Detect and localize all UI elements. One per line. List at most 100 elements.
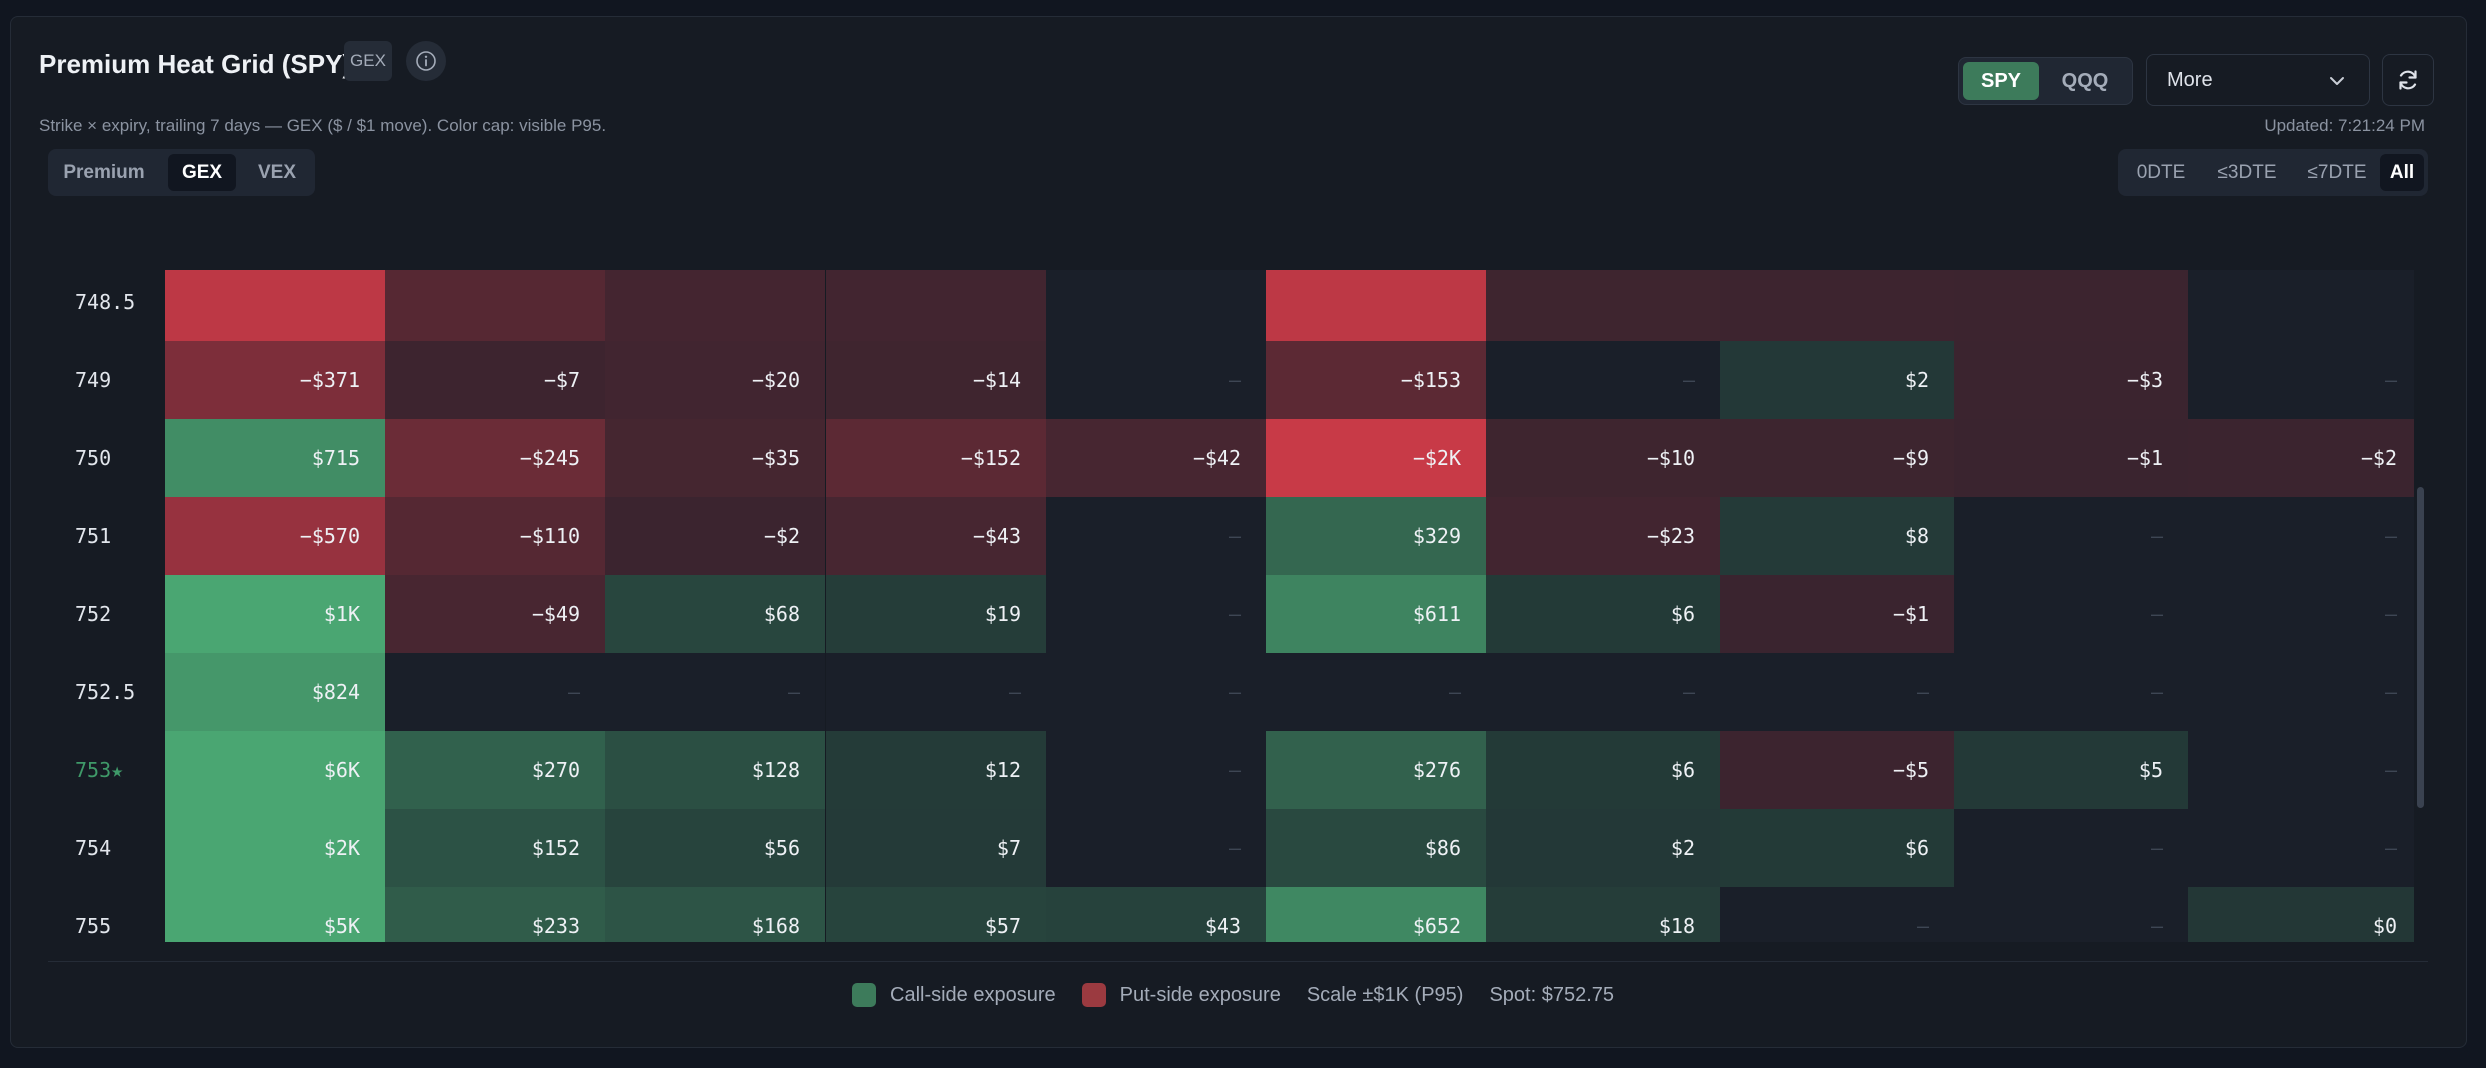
grid-cell[interactable]: $12 [826, 731, 1046, 809]
grid-cell[interactable]: $652 [1266, 887, 1486, 942]
grid-cell[interactable]: — [826, 653, 1046, 731]
grid-cell[interactable] [2188, 270, 2414, 341]
ticker-spy-button[interactable]: SPY [1963, 62, 2039, 100]
tab-7dte[interactable]: ≤7DTE [2307, 161, 2367, 183]
grid-cell[interactable]: — [1954, 497, 2188, 575]
grid-cell[interactable]: −$43 [826, 497, 1046, 575]
grid-cell[interactable]: $19 [826, 575, 1046, 653]
grid-cell[interactable]: $56 [605, 809, 825, 887]
grid-cell[interactable]: — [1486, 341, 1720, 419]
grid-cell[interactable]: $152 [385, 809, 605, 887]
grid-cell[interactable]: — [2188, 341, 2414, 419]
grid-cell[interactable]: $168 [605, 887, 825, 942]
grid-cell[interactable] [605, 270, 825, 341]
grid-cell[interactable]: $1K [165, 575, 385, 653]
grid-cell[interactable]: — [1954, 575, 2188, 653]
grid-cell[interactable]: $6 [1486, 575, 1720, 653]
grid-cell[interactable]: $0 [2188, 887, 2414, 942]
tab-vex[interactable]: VEX [257, 161, 297, 183]
grid-cell[interactable]: $86 [1266, 809, 1486, 887]
grid-cell[interactable]: −$110 [385, 497, 605, 575]
grid-cell[interactable]: — [1954, 809, 2188, 887]
grid-scrollbar-thumb[interactable] [2417, 487, 2424, 808]
grid-cell[interactable]: −$10 [1486, 419, 1720, 497]
grid-cell[interactable]: $824 [165, 653, 385, 731]
more-select[interactable]: More [2146, 54, 2370, 106]
grid-cell[interactable]: $5 [1954, 731, 2188, 809]
grid-cell[interactable] [1954, 270, 2188, 341]
grid-cell[interactable]: — [605, 653, 825, 731]
grid-cell[interactable]: −$7 [385, 341, 605, 419]
grid-cell[interactable]: $233 [385, 887, 605, 942]
grid-cell[interactable]: $43 [1046, 887, 1266, 942]
grid-cell[interactable]: — [1046, 575, 1266, 653]
grid-cell[interactable]: $329 [1266, 497, 1486, 575]
grid-cell[interactable]: −$371 [165, 341, 385, 419]
grid-cell[interactable] [385, 270, 605, 341]
grid-cell[interactable]: −$2K [1266, 419, 1486, 497]
grid-cell[interactable]: −$152 [826, 419, 1046, 497]
grid-cell[interactable]: −$153 [1266, 341, 1486, 419]
grid-cell[interactable]: −$245 [385, 419, 605, 497]
grid-cell[interactable]: — [1046, 341, 1266, 419]
grid-cell[interactable]: −$2 [2188, 419, 2414, 497]
grid-cell[interactable]: −$23 [1486, 497, 1720, 575]
grid-cell[interactable]: — [1046, 653, 1266, 731]
grid-cell[interactable] [1720, 270, 1954, 341]
grid-cell[interactable]: — [1954, 887, 2188, 942]
grid-cell[interactable]: $68 [605, 575, 825, 653]
grid-cell[interactable] [1266, 270, 1486, 341]
grid-cell[interactable]: −$14 [826, 341, 1046, 419]
grid-cell[interactable]: $57 [826, 887, 1046, 942]
grid-cell[interactable]: $5K [165, 887, 385, 942]
grid-cell[interactable]: — [1720, 887, 1954, 942]
grid-cell[interactable]: — [1046, 809, 1266, 887]
grid-cell[interactable]: — [1266, 653, 1486, 731]
tab-0dte[interactable]: 0DTE [2136, 161, 2186, 183]
heat-grid[interactable]: 748.5 749 −$371 −$7 −$20 −$14— −$153— $2 −$3—750… [48, 270, 2414, 942]
tab-all[interactable]: All [2380, 154, 2424, 191]
grid-cell[interactable]: −$49 [385, 575, 605, 653]
grid-cell[interactable]: $8 [1720, 497, 1954, 575]
grid-cell[interactable] [1486, 270, 1720, 341]
grid-cell[interactable]: — [2188, 809, 2414, 887]
grid-cell[interactable]: $715 [165, 419, 385, 497]
grid-cell[interactable] [1046, 270, 1266, 341]
grid-cell[interactable]: −$42 [1046, 419, 1266, 497]
grid-cell[interactable]: −$1 [1720, 575, 1954, 653]
grid-cell[interactable]: — [385, 653, 605, 731]
grid-cell[interactable]: −$20 [605, 341, 825, 419]
grid-cell[interactable]: $128 [605, 731, 825, 809]
grid-cell[interactable]: −$3 [1954, 341, 2188, 419]
ticker-qqq-button[interactable]: QQQ [2061, 69, 2109, 92]
tab-gex[interactable]: GEX [168, 154, 236, 191]
grid-cell[interactable]: — [2188, 497, 2414, 575]
refresh-button[interactable] [2382, 54, 2434, 106]
grid-cell[interactable]: $611 [1266, 575, 1486, 653]
grid-cell[interactable]: — [2188, 575, 2414, 653]
grid-cell[interactable]: $270 [385, 731, 605, 809]
grid-cell[interactable]: — [1046, 731, 1266, 809]
grid-cell[interactable]: — [2188, 653, 2414, 731]
grid-cell[interactable]: — [1954, 653, 2188, 731]
grid-cell[interactable]: $2K [165, 809, 385, 887]
grid-cell[interactable]: $276 [1266, 731, 1486, 809]
grid-cell[interactable]: — [1046, 497, 1266, 575]
grid-cell[interactable]: $2 [1720, 341, 1954, 419]
grid-cell[interactable] [826, 270, 1046, 341]
info-button[interactable] [406, 41, 446, 81]
grid-cell[interactable]: −$570 [165, 497, 385, 575]
grid-cell[interactable]: $6 [1720, 809, 1954, 887]
grid-cell[interactable]: −$5 [1720, 731, 1954, 809]
grid-cell[interactable]: −$9 [1720, 419, 1954, 497]
grid-cell[interactable]: −$2 [605, 497, 825, 575]
grid-cell[interactable]: −$35 [605, 419, 825, 497]
tab-premium[interactable]: Premium [63, 161, 145, 183]
grid-cell[interactable]: −$1 [1954, 419, 2188, 497]
grid-cell[interactable]: $6 [1486, 731, 1720, 809]
grid-cell[interactable]: $7 [826, 809, 1046, 887]
grid-cell[interactable]: — [1720, 653, 1954, 731]
grid-cell[interactable]: $18 [1486, 887, 1720, 942]
grid-cell[interactable]: — [1486, 653, 1720, 731]
grid-cell[interactable]: — [2188, 731, 2414, 809]
